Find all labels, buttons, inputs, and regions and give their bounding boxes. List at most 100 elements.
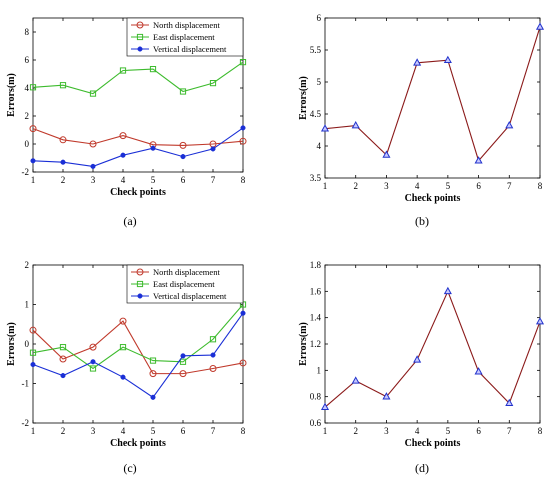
x-tick-label: 2	[353, 181, 358, 191]
series-3	[30, 125, 246, 169]
legend-swatch-marker	[136, 21, 144, 29]
data-point	[535, 317, 545, 325]
y-tick-label: 6	[25, 55, 30, 65]
data-point	[149, 66, 157, 73]
y-tick-label: 0	[25, 339, 30, 349]
y-tick-label: 5.5	[310, 45, 322, 55]
data-point	[90, 163, 96, 169]
y-tick-label: 4	[25, 83, 30, 93]
series-1	[29, 125, 247, 149]
x-tick-label: 4	[121, 426, 126, 436]
data-point	[239, 59, 247, 66]
y-tick-label: 1.8	[310, 260, 322, 270]
chart-panel-3: 1 2 3 4 5 6 7 8 -2 -1 0 1 2 Check points Errors(m) Nort…	[6, 260, 247, 475]
data-point	[29, 326, 37, 334]
data-point	[413, 58, 422, 66]
x-tick-label: 1	[31, 175, 36, 185]
x-tick-label: 6	[181, 175, 186, 185]
y-axis-title: Errors(m)	[6, 73, 17, 117]
x-axis-title: Check points	[405, 438, 461, 449]
y-tick-label: 1	[317, 365, 322, 375]
data-point	[443, 286, 452, 295]
data-point	[505, 120, 514, 129]
data-point	[120, 374, 126, 380]
series-line	[324, 26, 541, 162]
x-tick-label: 6	[476, 426, 481, 436]
legend-swatch-marker	[136, 268, 144, 276]
data-point	[149, 370, 157, 378]
data-point	[240, 310, 246, 316]
series-2	[29, 59, 247, 97]
series-1	[29, 317, 247, 378]
data-point	[209, 80, 217, 87]
y-tick-label: -2	[22, 418, 30, 428]
y-tick-label: 6	[317, 13, 322, 23]
data-point	[29, 84, 37, 91]
panel-label: (d)	[415, 461, 429, 475]
chart-panel-4: 1 2 3 4 5 6 7 8 0.6 0.8 1 1.2 1.4 1.6 1.8 Check points E…	[298, 260, 545, 475]
x-tick-label: 8	[538, 426, 543, 436]
y-axis-title: Errors(m)	[298, 322, 309, 366]
data-point	[382, 150, 391, 158]
x-tick-label: 7	[507, 426, 512, 436]
data-point	[119, 132, 127, 140]
x-tick-label: 5	[151, 426, 156, 436]
data-point	[535, 22, 545, 30]
data-point	[59, 355, 67, 363]
series-line	[32, 128, 244, 146]
data-point	[209, 336, 217, 343]
data-point	[179, 88, 187, 95]
x-tick-label: 8	[241, 175, 246, 185]
legend-entry: Vertical displacement	[153, 44, 227, 54]
x-tick-label: 8	[241, 426, 246, 436]
x-tick-label: 1	[323, 181, 328, 191]
x-tick-label: 5	[446, 426, 451, 436]
data-point	[29, 349, 37, 356]
y-tick-label: 1.6	[310, 286, 322, 296]
plot-frame	[324, 264, 541, 424]
x-tick-label: 3	[384, 181, 389, 191]
data-point	[90, 359, 96, 365]
data-point	[320, 124, 330, 132]
x-tick-label: 4	[415, 426, 420, 436]
data-point	[413, 355, 422, 363]
x-axis-title: Check points	[110, 438, 166, 449]
legend-swatch-marker	[136, 33, 144, 41]
data-point	[60, 373, 66, 379]
data-point	[150, 145, 156, 151]
y-tick-label: 1.2	[310, 339, 321, 349]
data-point	[443, 55, 452, 64]
data-point	[89, 365, 97, 372]
legend-entry: North displacement	[153, 20, 220, 30]
data-point	[120, 152, 126, 158]
data-point	[29, 125, 37, 133]
y-tick-label: -1	[22, 379, 30, 389]
data-point	[351, 120, 360, 129]
x-tick-label: 4	[121, 175, 126, 185]
y-tick-label: 2	[25, 111, 30, 121]
data-point	[474, 367, 483, 375]
y-tick-label: 0.8	[310, 392, 322, 402]
data-point	[351, 376, 360, 384]
data-point	[179, 141, 187, 149]
series-line	[32, 320, 244, 375]
data-point	[210, 146, 216, 152]
data-point	[30, 361, 36, 368]
data-point	[209, 364, 217, 372]
x-axis-title: Check points	[110, 187, 166, 198]
data-point	[180, 353, 186, 359]
data-point	[59, 82, 67, 89]
x-tick-label: 5	[446, 181, 451, 191]
y-axis-title: Errors(m)	[298, 76, 309, 120]
x-tick-label: 2	[61, 426, 66, 436]
series-line	[324, 289, 541, 408]
x-tick-label: 3	[384, 426, 389, 436]
x-tick-label: 8	[538, 181, 543, 191]
data-point	[210, 352, 216, 358]
legend-entry: East displacement	[153, 32, 215, 42]
x-tick-label: 2	[61, 175, 66, 185]
series-line	[32, 312, 244, 399]
x-tick-label: 7	[211, 175, 216, 185]
series-3	[30, 310, 246, 400]
